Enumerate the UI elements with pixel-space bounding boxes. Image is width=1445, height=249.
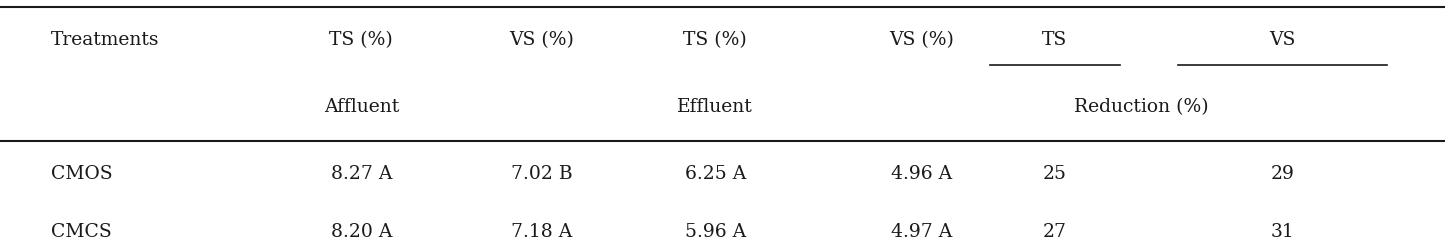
Text: 7.18 A: 7.18 A [512, 223, 572, 241]
Text: TS (%): TS (%) [329, 31, 393, 49]
Text: CMCS: CMCS [51, 223, 111, 241]
Text: 4.96 A: 4.96 A [890, 165, 952, 183]
Text: TS: TS [1042, 31, 1068, 49]
Text: Affluent: Affluent [324, 98, 399, 116]
Text: 7.02 B: 7.02 B [512, 165, 572, 183]
Text: Treatments: Treatments [51, 31, 159, 49]
Text: VS: VS [1269, 31, 1296, 49]
Text: TS (%): TS (%) [683, 31, 747, 49]
Text: 8.27 A: 8.27 A [331, 165, 392, 183]
Text: Effluent: Effluent [678, 98, 753, 116]
Text: 27: 27 [1043, 223, 1066, 241]
Text: 29: 29 [1270, 165, 1295, 183]
Text: Reduction (%): Reduction (%) [1074, 98, 1209, 116]
Text: 25: 25 [1043, 165, 1066, 183]
Text: VS (%): VS (%) [510, 31, 574, 49]
Text: 5.96 A: 5.96 A [685, 223, 746, 241]
Text: 31: 31 [1270, 223, 1295, 241]
Text: VS (%): VS (%) [889, 31, 954, 49]
Text: 4.97 A: 4.97 A [890, 223, 952, 241]
Text: 8.20 A: 8.20 A [331, 223, 392, 241]
Text: CMOS: CMOS [51, 165, 113, 183]
Text: 6.25 A: 6.25 A [685, 165, 746, 183]
